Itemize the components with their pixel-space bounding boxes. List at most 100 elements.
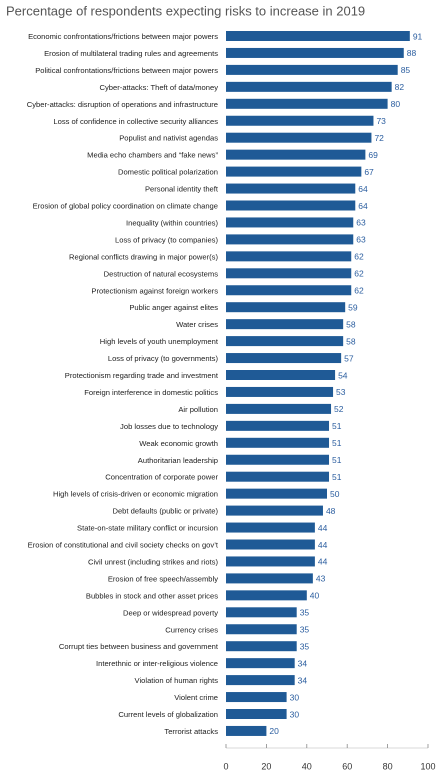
category-label: Public anger against elites [129, 303, 218, 312]
value-label: 35 [300, 625, 310, 635]
bar [226, 132, 372, 143]
bar [226, 319, 344, 330]
category-label: Weak economic growth [139, 439, 218, 448]
value-label: 51 [332, 472, 342, 482]
bar [226, 641, 297, 652]
category-label: Interethnic or inter-religious violence [96, 659, 218, 668]
bar [226, 200, 356, 211]
category-label: State-on-state military conflict or incu… [77, 524, 218, 533]
bar [226, 437, 330, 448]
bar [226, 471, 330, 482]
value-label: 67 [364, 167, 374, 177]
category-label: Currency crises [165, 625, 218, 634]
bar [226, 420, 330, 431]
bar [226, 624, 297, 635]
category-label: Protectionism regarding trade and invest… [65, 371, 219, 380]
bar [226, 607, 297, 618]
x-tick-label: 60 [342, 761, 352, 771]
value-label: 20 [269, 726, 279, 736]
category-label: Erosion of global policy coordination on… [33, 202, 218, 211]
category-label: Water crises [176, 320, 218, 329]
category-label: Domestic political polarization [118, 168, 218, 177]
value-label: 53 [336, 387, 346, 397]
value-label: 72 [374, 133, 384, 143]
value-label: 51 [332, 438, 342, 448]
bar [226, 81, 392, 92]
bar [226, 64, 398, 75]
bar [226, 403, 332, 414]
bar [226, 31, 410, 41]
category-label: Regional conflicts drawing in major powe… [69, 252, 218, 261]
value-label: 58 [346, 336, 356, 346]
value-label: 88 [407, 48, 417, 58]
category-label: Cyber-attacks: disruption of operations … [27, 100, 218, 109]
value-label: 34 [298, 658, 308, 668]
category-label: Foreign interference in domestic politic… [84, 388, 218, 397]
bar [226, 268, 352, 279]
bar [226, 590, 307, 601]
category-label: Debt defaults (public or private) [112, 507, 218, 516]
value-label: 63 [356, 235, 366, 245]
bar [226, 336, 344, 347]
x-tick-label: 0 [223, 761, 228, 771]
category-label: Loss of confidence in collective securit… [53, 117, 218, 126]
x-tick-label: 100 [420, 761, 435, 771]
value-label: 35 [300, 641, 310, 651]
value-label: 80 [391, 99, 401, 109]
value-label: 54 [338, 370, 348, 380]
category-label: Job losses due to technology [120, 422, 218, 431]
value-label: 51 [332, 455, 342, 465]
value-label: 59 [348, 302, 358, 312]
bar [226, 234, 354, 245]
category-label: Air pollution [178, 405, 218, 414]
bar [226, 183, 356, 194]
bar [226, 505, 323, 516]
bar [226, 522, 315, 533]
category-label: Corrupt ties between business and govern… [59, 642, 219, 651]
value-label: 48 [326, 506, 336, 516]
value-label: 58 [346, 319, 356, 329]
bar [226, 454, 330, 465]
category-label: High levels of crisis-driven or economic… [53, 490, 218, 499]
bar [226, 658, 295, 669]
value-label: 44 [318, 523, 328, 533]
category-label: Authoritarian leadership [138, 456, 218, 465]
category-label: Erosion of constitutional and civil soci… [28, 541, 219, 550]
bar [226, 166, 362, 177]
value-label: 63 [356, 218, 366, 228]
bar [226, 539, 315, 550]
bar [226, 556, 315, 567]
category-label: Concentration of corporate power [105, 473, 218, 482]
bar [226, 47, 404, 58]
value-label: 62 [354, 269, 364, 279]
category-label: Erosion of multilateral trading rules an… [44, 49, 218, 58]
value-label: 91 [413, 31, 423, 41]
category-label: Inequality (within countries) [126, 218, 218, 227]
value-label: 43 [316, 574, 326, 584]
value-label: 34 [298, 675, 308, 685]
value-label: 85 [401, 65, 411, 75]
value-label: 73 [376, 116, 386, 126]
category-label: Civil unrest (including strikes and riot… [88, 557, 218, 566]
bar [226, 573, 313, 584]
bar [226, 98, 388, 109]
category-label: Populist and nativist agendas [119, 134, 218, 143]
value-label: 57 [344, 353, 354, 363]
category-label: Destruction of natural ecosystems [104, 269, 219, 278]
bar [226, 302, 346, 313]
category-label: Political confrontations/frictions betwe… [35, 66, 218, 75]
value-label: 30 [290, 709, 300, 719]
bar [226, 353, 342, 364]
bar [226, 692, 287, 703]
x-tick-label: 80 [383, 761, 393, 771]
chart-title: Percentage of respondents expecting risk… [6, 3, 365, 18]
value-label: 30 [290, 692, 300, 702]
category-label: Erosion of free speech/assembly [108, 574, 218, 583]
value-label: 44 [318, 540, 328, 550]
x-tick-label: 40 [302, 761, 312, 771]
value-label: 44 [318, 557, 328, 567]
category-label: Personal identity theft [145, 185, 219, 194]
value-label: 64 [358, 201, 368, 211]
bar [226, 217, 354, 228]
